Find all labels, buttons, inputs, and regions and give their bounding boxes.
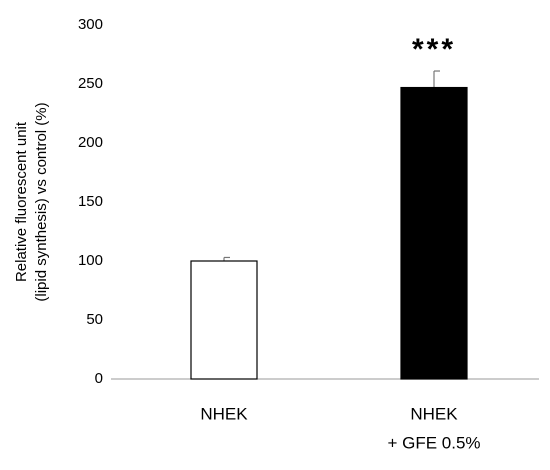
y-tick-label: 100 [78,252,103,269]
y-axis-label: Relative fluorescent unit [13,121,30,282]
x-tick-label: + GFE 0.5% [387,433,480,452]
bar [400,86,468,380]
x-tick-label: NHEK [410,404,458,423]
bar [190,260,258,380]
y-axis-label: (lipid synthesis) vs control (%) [33,102,50,301]
significance: *** [412,33,456,66]
y-tick-label: 50 [86,311,103,328]
x-tick-label: NHEK [200,404,248,423]
y-tick-label: 150 [78,193,103,210]
y-tick-label: 0 [95,370,103,387]
y-tick-label: 200 [78,134,103,151]
y-tick-label: 250 [78,75,103,92]
y-tick-label: 300 [78,16,103,33]
